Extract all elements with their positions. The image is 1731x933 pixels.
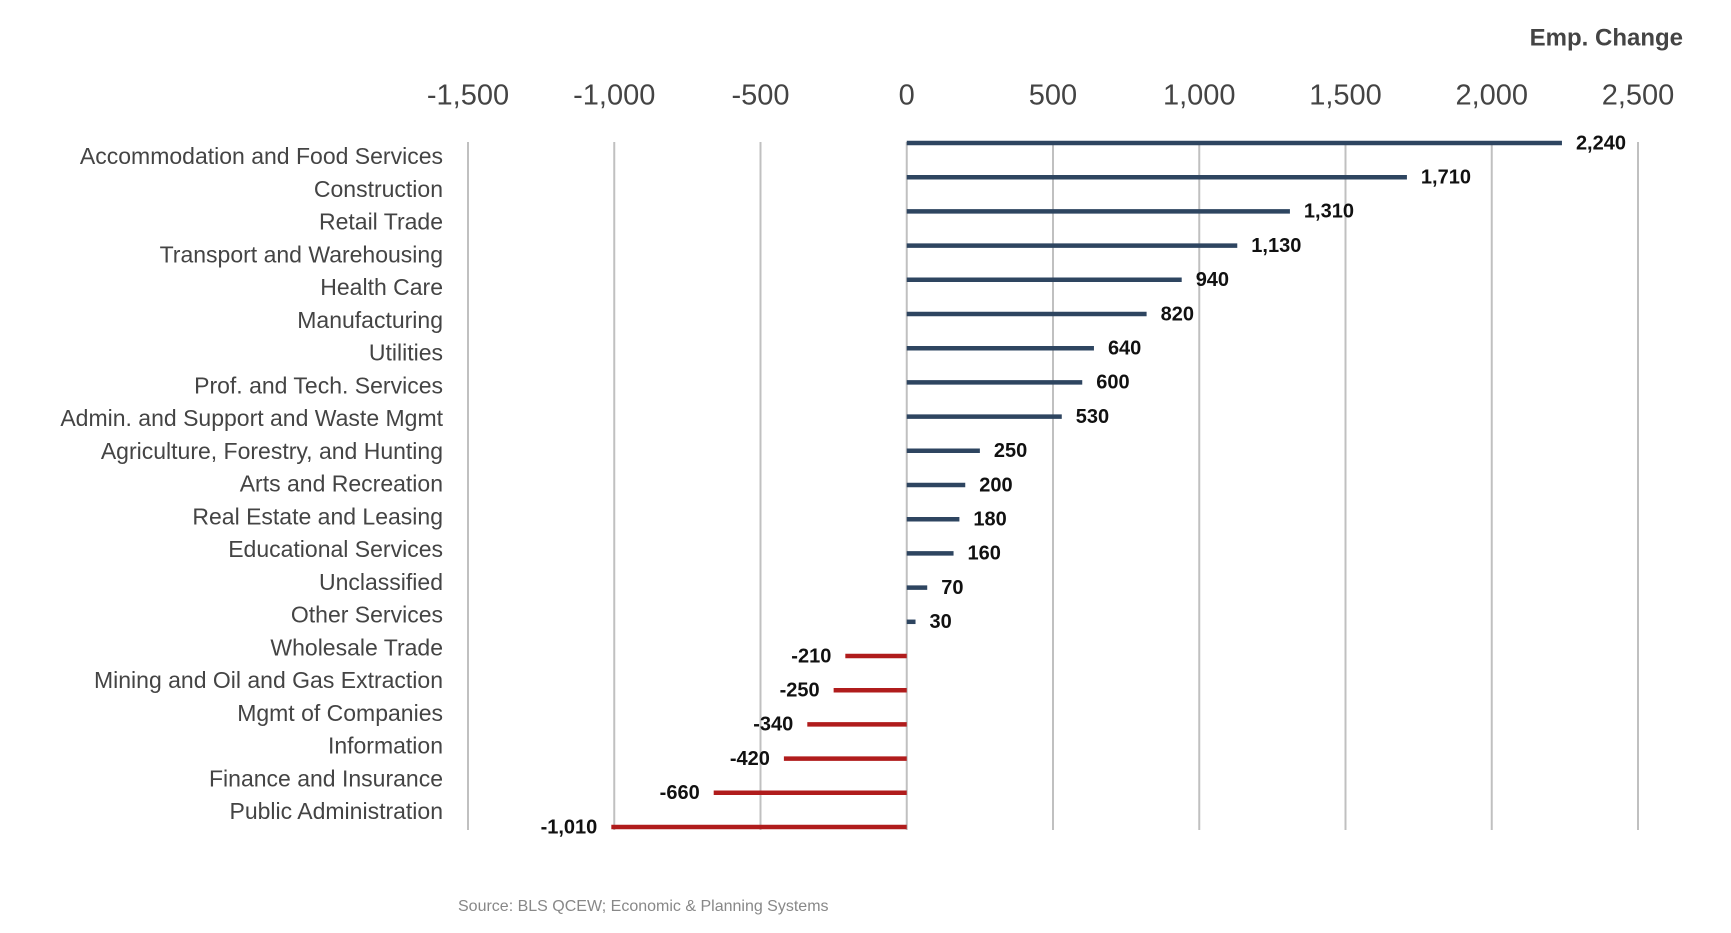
y-tick-label: Public Administration [230,798,444,824]
y-tick-label: Prof. and Tech. Services [194,372,443,398]
data-label: 250 [994,440,1027,462]
y-tick-label: Accommodation and Food Services [80,143,443,169]
y-tick-label: Admin. and Support and Waste Mgmt [60,405,443,431]
data-label: 1,710 [1421,166,1471,188]
y-tick-label: Educational Services [228,536,443,562]
y-tick-label: Real Estate and Leasing [192,503,443,529]
data-label: -420 [730,748,770,770]
y-tick-label: Arts and Recreation [240,471,443,497]
x-tick-label: 1,000 [1163,80,1236,112]
x-tick-label: 2,000 [1455,80,1528,112]
y-tick-label: Agriculture, Forestry, and Hunting [101,438,443,464]
chart-title: Emp. Change [1530,24,1683,51]
y-tick-label: Unclassified [319,569,443,595]
y-tick-label: Construction [314,176,443,202]
data-label: 640 [1108,337,1141,359]
x-tick-label: 500 [1029,80,1077,112]
y-tick-label: Information [328,733,443,759]
data-label: -1,010 [541,816,598,838]
data-label: 600 [1096,372,1129,394]
x-tick-label: -1,500 [427,80,509,112]
x-tick-label: 2,500 [1602,80,1675,112]
source-note: Source: BLS QCEW; Economic & Planning Sy… [458,898,829,915]
data-label: -250 [780,679,820,701]
data-label: -340 [753,714,793,736]
y-tick-label: Health Care [320,274,443,300]
data-label: 530 [1076,406,1109,428]
data-label: -660 [660,782,700,804]
data-label: 2,240 [1576,132,1626,154]
y-tick-label: Mgmt of Companies [237,700,443,726]
y-tick-label: Finance and Insurance [209,765,443,791]
y-tick-label: Retail Trade [319,209,443,235]
data-label: 70 [941,577,963,599]
data-label: 160 [968,543,1001,565]
x-tick-label: -500 [731,80,789,112]
data-label: 1,130 [1251,235,1301,257]
data-label: 200 [979,474,1012,496]
x-tick-label: 0 [899,80,915,112]
x-tick-label: -1,000 [573,80,655,112]
y-tick-label: Other Services [291,602,443,628]
x-tick-label: 1,500 [1309,80,1382,112]
y-tick-label: Transport and Warehousing [160,241,443,267]
data-label: 820 [1161,303,1194,325]
data-label: 180 [973,508,1006,530]
y-tick-label: Wholesale Trade [270,634,443,660]
y-tick-label: Utilities [369,340,443,366]
data-label: 940 [1196,269,1229,291]
y-tick-label: Mining and Oil and Gas Extraction [94,667,443,693]
y-tick-label: Manufacturing [297,307,443,333]
data-label: 1,310 [1304,201,1354,223]
data-label: 30 [930,611,952,633]
data-label: -210 [791,645,831,667]
